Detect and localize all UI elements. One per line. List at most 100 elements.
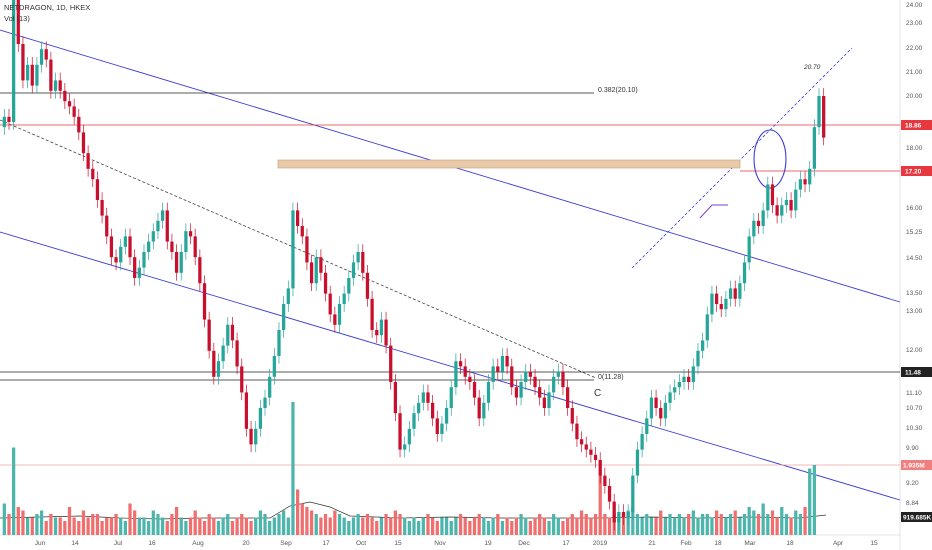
candle-body (486, 382, 491, 403)
volume-bar (579, 510, 584, 535)
volume-bar (584, 514, 588, 535)
time-tick-label: 15 (870, 540, 878, 547)
candle-body (202, 283, 207, 320)
volume-bar (440, 517, 444, 535)
candle-body (621, 512, 626, 518)
candle-body (328, 293, 332, 315)
volume-bar (593, 514, 598, 535)
candle-body (626, 512, 630, 518)
volume-bar (212, 517, 216, 535)
volume-legend[interactable]: Vol (13) (4, 14, 30, 23)
candle-body (379, 319, 384, 336)
volume-bar (417, 521, 421, 535)
volume-bar (561, 521, 565, 535)
volume-bar (435, 521, 439, 535)
candle-body (635, 449, 640, 476)
candle-body (128, 236, 132, 258)
volume-bar (603, 514, 607, 535)
volume-bar (198, 517, 202, 535)
volume-bar (468, 521, 472, 535)
candle-body (305, 236, 309, 263)
channel-lower-line (0, 231, 901, 501)
candle-body (756, 220, 761, 226)
volume-bar (719, 514, 723, 535)
candle-body (584, 444, 588, 450)
volume-bar (216, 521, 221, 535)
candle-body (147, 241, 151, 252)
symbol-legend[interactable]: NETDRAGON, 1D, HKEX (4, 3, 91, 12)
price-tick-label: 10.70 (906, 405, 923, 412)
candle-body (696, 350, 700, 367)
volume-bar (687, 514, 691, 535)
volume-bar (2, 503, 6, 535)
time-tick-label: 18 (714, 540, 722, 547)
volume-bar (747, 507, 751, 535)
candle-body (565, 387, 570, 408)
price-tick-label: 13.50 (906, 290, 923, 297)
candle-body (81, 132, 86, 154)
time-tick-label: Mar (744, 540, 756, 547)
candle-body (198, 257, 202, 284)
price-tick-label: 9.90 (906, 445, 919, 452)
candle-body (458, 361, 463, 367)
candle-body (491, 366, 495, 382)
candle-body (733, 288, 737, 299)
volume-bar (323, 514, 328, 535)
volume-bar (58, 517, 62, 535)
candle-body (407, 428, 411, 445)
volume-bar (202, 521, 207, 535)
volume-bar (631, 507, 635, 535)
time-tick-label: 18 (786, 540, 794, 547)
volume-bar (659, 510, 663, 535)
candle-body (351, 262, 356, 278)
candle-body (226, 324, 230, 346)
candle-body (449, 387, 453, 408)
volume-bar (482, 517, 486, 535)
price-tick-label: 13.00 (906, 308, 923, 315)
volume-bar (756, 514, 761, 535)
volume-bar (738, 517, 742, 535)
candle-body (272, 356, 276, 377)
candle-body (39, 49, 44, 65)
volume-bar (458, 514, 463, 535)
candle-body (803, 179, 807, 185)
volume-bar (542, 517, 546, 535)
volume-bar (361, 517, 365, 535)
price-axis-area[interactable] (900, 0, 932, 550)
candle-body (254, 428, 258, 445)
volume-bar (53, 517, 58, 535)
candle-body (212, 350, 216, 377)
volume-bar (63, 521, 67, 535)
candle-body (714, 293, 719, 304)
volume-bar (412, 517, 416, 535)
volume-bar (30, 517, 34, 535)
price-axis-labels: 24.0023.0022.0021.0020.0018.0017.0016.00… (906, 2, 923, 507)
time-tick-label: 20 (242, 540, 250, 547)
volume-bar (556, 517, 560, 535)
candle-body (319, 257, 323, 273)
volume-bar (421, 517, 425, 535)
candle-body (91, 168, 95, 180)
volume-bar (282, 510, 286, 535)
volume-bar (649, 517, 654, 535)
time-tick-label: 16 (148, 540, 156, 547)
volume-bar (35, 514, 39, 535)
volume-bar (789, 517, 793, 535)
candle-body (230, 324, 235, 341)
candle-body (244, 392, 249, 429)
volume-bar (607, 517, 612, 535)
candle-body (193, 236, 197, 258)
candle-body (538, 387, 542, 398)
candle-body (7, 116, 11, 122)
candle-body (403, 444, 407, 450)
volume-bar (766, 514, 770, 535)
time-tick-label: Sep (280, 540, 292, 547)
candle-body (365, 272, 370, 299)
volume-bar (794, 510, 798, 535)
candle-body (323, 272, 328, 294)
candle-body (53, 80, 58, 91)
volume-bar (808, 468, 812, 535)
volume-bar (538, 514, 542, 535)
